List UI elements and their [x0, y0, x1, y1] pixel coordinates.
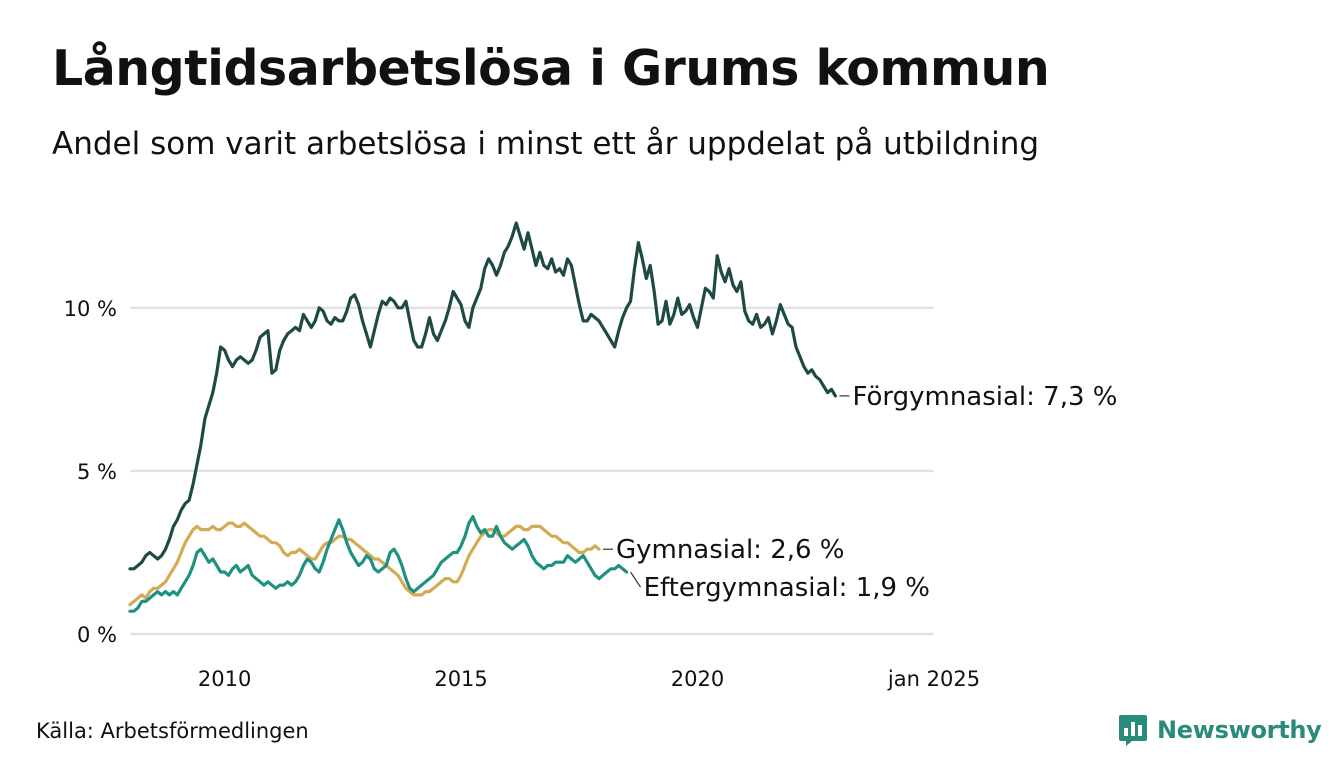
- chart-title: Långtidsarbetslösa i Grums kommun: [52, 40, 1050, 97]
- series-lines: [128, 221, 838, 613]
- y-tick-label-2: 10 %: [64, 297, 117, 321]
- x-tick-label-1: 2015: [434, 667, 487, 691]
- brand-logo: Newsworthy: [1118, 712, 1322, 748]
- x-tick-label-2: 2020: [671, 667, 724, 691]
- x-tick-label-0: 2010: [198, 667, 251, 691]
- y-axis: 0 % 5 % 10 %: [64, 297, 117, 647]
- x-axis: 2010 2015 2020 jan 2025: [198, 667, 980, 691]
- newsworthy-logo-icon: [1119, 715, 1147, 746]
- y-tick-label-1: 5 %: [77, 460, 117, 484]
- series-line-eftergymnasial: [128, 514, 629, 613]
- series-end-label-förgymnasial: Förgymnasial: 7,3 %: [852, 382, 1117, 412]
- brand-name: Newsworthy: [1157, 716, 1322, 744]
- x-tick-label-3: jan 2025: [887, 667, 980, 691]
- series-end-label-eftergymnasial: Eftergymnasial: 1,9 %: [644, 573, 930, 603]
- source-note: Källa: Arbetsförmedlingen: [36, 719, 309, 743]
- label-leader-eftergymnasial: [630, 571, 642, 588]
- series-labels: Förgymnasial: 7,3 % Gymnasial: 2,6 % Efter…: [602, 382, 1118, 603]
- series-end-label-gymnasial: Gymnasial: 2,6 %: [616, 535, 845, 565]
- y-tick-label-0: 0 %: [77, 623, 117, 647]
- gridlines: [130, 306, 934, 636]
- series-line-förgymnasial: [128, 221, 838, 571]
- chart-subtitle: Andel som varit arbetslösa i minst ett å…: [52, 126, 1040, 162]
- series-line-gymnasial: [128, 521, 601, 607]
- line-chart: 0 % 5 % 10 % 2010 2015 2020 jan 2025 Förgymna…: [64, 221, 1118, 691]
